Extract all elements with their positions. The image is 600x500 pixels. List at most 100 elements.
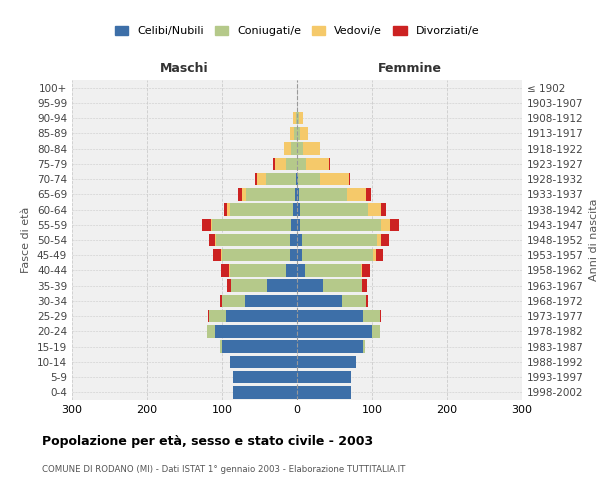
Bar	[202, 218, 211, 231]
Bar	[300, 204, 367, 216]
Bar	[215, 234, 216, 246]
Bar	[226, 310, 297, 322]
Bar	[323, 280, 362, 292]
Bar	[220, 340, 222, 353]
Bar	[229, 356, 297, 368]
Bar	[286, 264, 297, 276]
Bar	[209, 310, 226, 322]
Bar	[297, 188, 299, 200]
Bar	[233, 371, 297, 384]
Bar	[377, 234, 381, 246]
Bar	[361, 264, 362, 276]
Bar	[297, 158, 306, 170]
Bar	[367, 204, 381, 216]
Bar	[298, 173, 320, 186]
Bar	[212, 218, 291, 231]
Text: Popolazione per età, sesso e stato civile - 2003: Popolazione per età, sesso e stato civil…	[42, 435, 373, 448]
Bar	[222, 340, 297, 353]
Bar	[362, 264, 370, 276]
Bar	[381, 218, 390, 231]
Bar	[366, 188, 371, 200]
Bar	[299, 188, 347, 200]
Bar	[297, 356, 355, 368]
Bar	[273, 158, 275, 170]
Bar	[297, 294, 342, 307]
Bar	[227, 280, 231, 292]
Bar	[347, 188, 366, 200]
Bar	[362, 280, 367, 292]
Bar	[299, 112, 303, 124]
Bar	[220, 294, 222, 307]
Bar	[297, 234, 302, 246]
Bar	[245, 294, 297, 307]
Bar	[246, 188, 295, 200]
Bar	[296, 112, 297, 124]
Bar	[233, 386, 297, 398]
Bar	[349, 173, 350, 186]
Bar	[300, 127, 308, 140]
Bar	[284, 142, 291, 155]
Bar	[302, 249, 373, 262]
Bar	[229, 264, 286, 276]
Bar	[300, 218, 381, 231]
Bar	[227, 204, 229, 216]
Bar	[297, 386, 351, 398]
Bar	[297, 173, 298, 186]
Bar	[265, 173, 296, 186]
Bar	[297, 325, 372, 338]
Bar	[221, 264, 229, 276]
Y-axis label: Anni di nascita: Anni di nascita	[589, 198, 599, 281]
Bar	[241, 188, 246, 200]
Bar	[297, 371, 351, 384]
Text: Maschi: Maschi	[160, 62, 209, 76]
Bar	[294, 127, 297, 140]
Bar	[290, 234, 297, 246]
Bar	[366, 294, 368, 307]
Bar	[390, 218, 399, 231]
Bar	[297, 204, 300, 216]
Bar	[320, 173, 349, 186]
Bar	[229, 204, 293, 216]
Bar	[306, 158, 329, 170]
Bar	[209, 234, 215, 246]
Bar	[381, 234, 389, 246]
Bar	[293, 204, 297, 216]
Bar	[381, 204, 386, 216]
Bar	[255, 173, 257, 186]
Y-axis label: Fasce di età: Fasce di età	[22, 207, 31, 273]
Bar	[291, 142, 297, 155]
Bar	[208, 310, 209, 322]
Bar	[286, 158, 297, 170]
Bar	[257, 173, 265, 186]
Bar	[207, 325, 215, 338]
Bar	[305, 264, 361, 276]
Bar	[216, 234, 290, 246]
Bar	[290, 249, 297, 262]
Bar	[215, 325, 297, 338]
Bar	[296, 173, 297, 186]
Bar	[297, 112, 299, 124]
Bar	[380, 310, 381, 322]
Bar	[211, 218, 212, 231]
Bar	[297, 218, 300, 231]
Bar	[297, 280, 323, 292]
Bar	[221, 249, 222, 262]
Bar	[275, 158, 286, 170]
Bar	[363, 340, 365, 353]
Bar	[373, 249, 376, 262]
Bar	[372, 325, 380, 338]
Bar	[329, 158, 330, 170]
Bar	[342, 294, 366, 307]
Bar	[363, 310, 380, 322]
Bar	[222, 249, 290, 262]
Bar	[291, 218, 297, 231]
Bar	[297, 142, 303, 155]
Bar	[231, 280, 267, 292]
Bar	[297, 127, 300, 140]
Bar	[376, 249, 383, 262]
Bar	[290, 127, 294, 140]
Text: COMUNE DI RODANO (MI) - Dati ISTAT 1° gennaio 2003 - Elaborazione TUTTITALIA.IT: COMUNE DI RODANO (MI) - Dati ISTAT 1° ge…	[42, 465, 406, 474]
Bar	[222, 294, 245, 307]
Bar	[297, 249, 302, 262]
Legend: Celibi/Nubili, Coniugati/e, Vedovi/e, Divorziati/e: Celibi/Nubili, Coniugati/e, Vedovi/e, Di…	[110, 22, 484, 41]
